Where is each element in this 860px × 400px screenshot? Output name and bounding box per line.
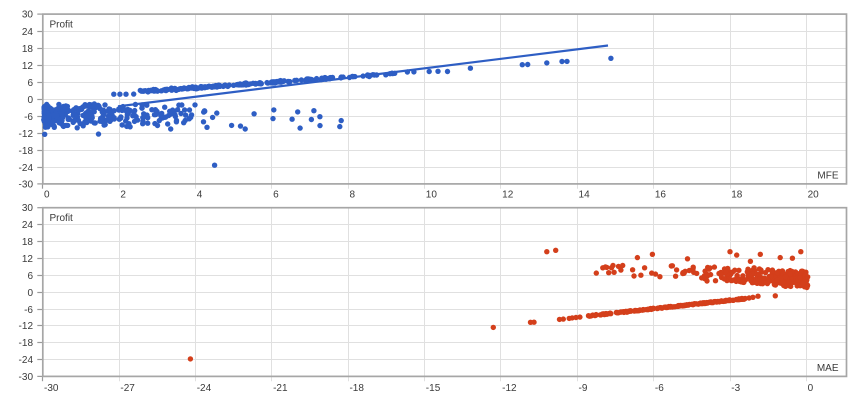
svg-text:18: 18 [731, 190, 743, 201]
svg-text:18: 18 [22, 44, 34, 55]
svg-text:-24: -24 [19, 163, 34, 174]
svg-text:-6: -6 [24, 305, 33, 316]
svg-text:-21: -21 [273, 383, 288, 394]
svg-text:-24: -24 [19, 355, 34, 366]
svg-text:30: 30 [22, 203, 34, 214]
svg-text:-18: -18 [19, 338, 34, 349]
svg-text:-12: -12 [19, 129, 34, 140]
svg-text:-18: -18 [349, 383, 364, 394]
svg-text:10: 10 [426, 190, 438, 201]
svg-text:MFE: MFE [817, 171, 838, 182]
svg-text:16: 16 [655, 190, 667, 201]
svg-text:0: 0 [27, 95, 33, 106]
svg-text:-6: -6 [24, 112, 33, 123]
svg-text:14: 14 [579, 190, 591, 201]
svg-text:-12: -12 [19, 321, 34, 332]
svg-text:0: 0 [44, 190, 50, 201]
svg-text:-18: -18 [19, 146, 34, 157]
svg-text:12: 12 [502, 190, 514, 201]
svg-text:24: 24 [22, 27, 34, 38]
svg-text:-30: -30 [44, 383, 59, 394]
svg-text:0: 0 [27, 288, 33, 299]
svg-text:18: 18 [22, 237, 34, 248]
svg-text:4: 4 [197, 190, 203, 201]
svg-text:-30: -30 [19, 372, 34, 383]
svg-text:0: 0 [808, 383, 814, 394]
svg-text:-12: -12 [502, 383, 517, 394]
svg-text:8: 8 [349, 190, 355, 201]
svg-text:-9: -9 [579, 383, 588, 394]
svg-text:24: 24 [22, 220, 34, 231]
svg-text:-15: -15 [426, 383, 441, 394]
svg-text:Profit: Profit [50, 213, 74, 224]
svg-text:-6: -6 [655, 383, 664, 394]
svg-text:6: 6 [273, 190, 279, 201]
svg-text:6: 6 [27, 78, 33, 89]
svg-text:6: 6 [27, 271, 33, 282]
svg-text:-27: -27 [120, 383, 135, 394]
svg-text:12: 12 [22, 254, 34, 265]
svg-text:30: 30 [22, 10, 34, 21]
svg-text:-30: -30 [19, 179, 34, 190]
svg-text:20: 20 [808, 190, 820, 201]
svg-text:-24: -24 [197, 383, 212, 394]
svg-text:Profit: Profit [50, 19, 74, 30]
svg-text:-3: -3 [731, 383, 740, 394]
svg-text:12: 12 [22, 61, 34, 72]
svg-text:MAE: MAE [817, 363, 839, 374]
svg-text:2: 2 [120, 190, 126, 201]
